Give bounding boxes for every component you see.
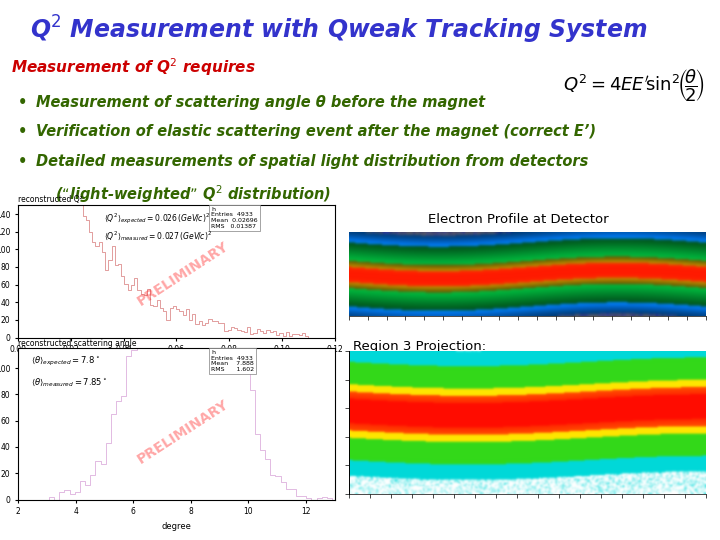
Text: Detailed measurements of spatial light distribution from detectors: Detailed measurements of spatial light d… <box>36 154 588 169</box>
Text: Measurement of scattering angle θ before the magnet: Measurement of scattering angle θ before… <box>36 94 485 110</box>
Text: $\langle Q^2\rangle_{expected}=0.026\,(GeV\!/c)^2$: $\langle Q^2\rangle_{expected}=0.026\,(G… <box>104 211 210 226</box>
Text: $\langle\theta\rangle_{expected}=7.8^\circ$: $\langle\theta\rangle_{expected}=7.8^\ci… <box>31 355 99 368</box>
Text: $Q^{2} = 4EE'\!\sin^{2}\!\!\left(\!\dfrac{\theta}{2}\!\right)$: $Q^{2} = 4EE'\!\sin^{2}\!\!\left(\!\dfra… <box>562 68 705 104</box>
Text: $\langle\theta\rangle_{measured}=7.85^\circ$: $\langle\theta\rangle_{measured}=7.85^\c… <box>31 376 107 388</box>
Text: •: • <box>18 94 27 110</box>
Text: h
Entries  4933
Mean  0.02696
RMS   0.01387: h Entries 4933 Mean 0.02696 RMS 0.01387 <box>211 206 258 229</box>
Text: (“light-weighted” Q$^2$ distribution): (“light-weighted” Q$^2$ distribution) <box>55 184 332 205</box>
Text: Q$^2$ Measurement with Qweak Tracking System: Q$^2$ Measurement with Qweak Tracking Sy… <box>30 14 647 46</box>
X-axis label: degree: degree <box>161 522 192 531</box>
Text: Verification of elastic scattering event after the magnet (correct E’): Verification of elastic scattering event… <box>36 124 596 139</box>
Text: PRELIMINARY: PRELIMINARY <box>135 397 231 466</box>
Text: reconstructed Q²: reconstructed Q² <box>18 195 83 205</box>
Text: •: • <box>18 124 27 139</box>
Text: h
Entries  4933
Mean    7.888
RMS      1.602: h Entries 4933 Mean 7.888 RMS 1.602 <box>211 350 254 372</box>
Text: Region 3 Projection:: Region 3 Projection: <box>353 340 486 353</box>
Text: Electron Profile at Detector: Electron Profile at Detector <box>428 213 608 226</box>
Text: Measurement of Q$^2$ requires: Measurement of Q$^2$ requires <box>11 57 256 78</box>
Text: •: • <box>18 154 27 169</box>
Text: Simulation: Simulation <box>353 235 424 248</box>
Text: reconstructed scattering angle: reconstructed scattering angle <box>18 339 137 348</box>
Text: $\langle Q^2\rangle_{measured}=0.027\,(GeV\!/c)^2$: $\langle Q^2\rangle_{measured}=0.027\,(G… <box>104 230 212 243</box>
Text: PRELIMINARY: PRELIMINARY <box>135 239 231 309</box>
X-axis label: $[GeV/c]^2$: $[GeV/c]^2$ <box>158 360 194 373</box>
